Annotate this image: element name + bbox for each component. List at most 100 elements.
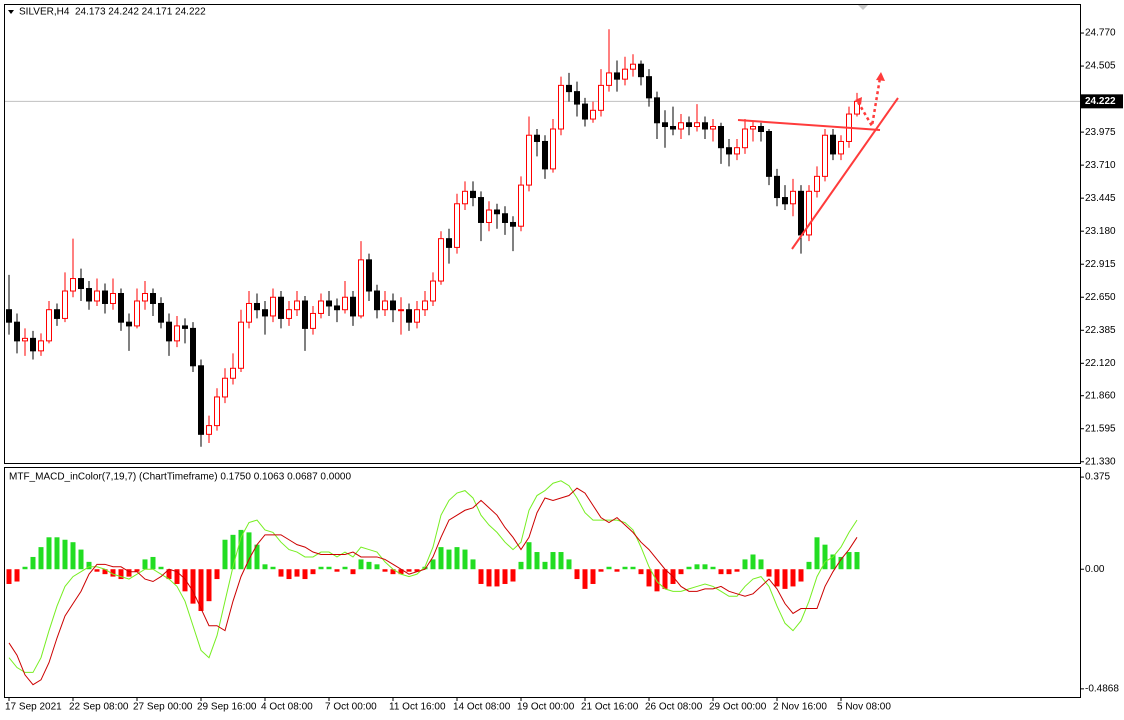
candle-body [606, 72, 612, 86]
candle-body [638, 63, 644, 78]
y-tick-label: 22.650 [1085, 292, 1116, 303]
x-tick-label: 5 Nov 08:00 [837, 702, 891, 713]
candle-body [654, 97, 660, 124]
histogram-bar [254, 544, 260, 570]
candle-body [486, 209, 492, 223]
candle-body [406, 309, 412, 323]
histogram-bar [150, 556, 156, 570]
candle-body [798, 190, 804, 236]
histogram-bar [766, 569, 772, 577]
candle-body [758, 126, 764, 132]
histogram-bar [126, 569, 132, 577]
histogram-bar [614, 569, 620, 572]
histogram-bar [526, 542, 532, 570]
menu-triangle[interactable] [8, 10, 14, 14]
candle-body [350, 296, 356, 317]
histogram-bar [518, 561, 524, 570]
x-tick-label: 19 Oct 00:00 [517, 702, 575, 713]
histogram-bar [598, 569, 604, 572]
candle-body [230, 367, 236, 379]
x-tick-label: 2 Nov 16:00 [773, 702, 827, 713]
candle-body [574, 91, 580, 105]
price-title: SILVER,H4 24.173 24.242 24.171 24.222 [19, 7, 206, 18]
candle-body [30, 337, 36, 352]
y-tick-label: 22.915 [1085, 259, 1116, 270]
candle-body [566, 84, 572, 93]
histogram-bar [334, 569, 340, 572]
histogram-bar [806, 561, 812, 570]
histogram-bar [462, 549, 468, 570]
histogram-bar [78, 549, 84, 570]
histogram-bar [702, 564, 708, 570]
candle-body [238, 321, 244, 369]
candle-body [806, 190, 812, 236]
candle-body [678, 122, 684, 130]
candle-body [118, 293, 124, 323]
histogram-bar [382, 569, 388, 572]
histogram-bar [710, 566, 716, 570]
candle-body [550, 128, 556, 170]
candle-body [198, 365, 204, 435]
candle-body [694, 122, 700, 128]
candle-body [462, 190, 468, 205]
candle-body [750, 126, 756, 130]
arrow-head [855, 97, 862, 105]
histogram-bar [558, 552, 564, 570]
histogram-bar [294, 569, 300, 577]
histogram-bar [366, 561, 372, 570]
current-price-label: 24.222 [1085, 96, 1116, 107]
macd-frame [4, 467, 1081, 698]
histogram-bar [326, 566, 332, 570]
histogram-bar [830, 554, 836, 570]
y-tick-label: 21.860 [1085, 390, 1116, 401]
candle-body [542, 140, 548, 170]
candle-body [446, 238, 452, 248]
histogram-bar [54, 537, 60, 570]
candle-body [334, 305, 340, 311]
candle-body [294, 300, 300, 311]
candle-body [790, 190, 796, 205]
candle-body [518, 184, 524, 227]
candle-body [766, 130, 772, 177]
histogram-bar [742, 559, 748, 570]
histogram-bar [446, 549, 452, 570]
histogram-bar [38, 547, 44, 570]
histogram-bar [270, 566, 276, 570]
y-tick-label: 23.710 [1085, 160, 1116, 171]
histogram-bar [502, 569, 508, 584]
candle-body [646, 76, 652, 99]
histogram-bar [110, 569, 116, 577]
candle-body [558, 84, 564, 130]
histogram-bar [390, 569, 396, 575]
histogram-bar [542, 561, 548, 570]
histogram-bar [22, 566, 28, 570]
y-tick-label: 21.330 [1085, 456, 1116, 467]
candle-body [590, 109, 596, 120]
histogram-bar [278, 569, 284, 577]
y-tick-label: 24.505 [1085, 61, 1116, 72]
y-tick-label: 0.00 [1085, 564, 1105, 575]
y-tick-label: 22.120 [1085, 358, 1116, 369]
candle-body [102, 290, 108, 304]
histogram-bar [550, 552, 556, 570]
candle-body [382, 300, 388, 311]
histogram-bar [14, 569, 20, 582]
histogram-bar [190, 569, 196, 604]
candle-body [526, 134, 532, 186]
histogram-bar [350, 569, 356, 575]
candle-body [510, 221, 516, 227]
candle-body [358, 259, 364, 317]
candle-body [326, 300, 332, 307]
histogram-bar [422, 566, 428, 570]
x-tick-label: 27 Sep 00:00 [133, 702, 193, 713]
y-tick-label: 23.975 [1085, 127, 1116, 138]
candle-body [94, 290, 100, 302]
candle-body [718, 126, 724, 149]
candle-body [246, 302, 252, 323]
candle-body [598, 84, 604, 111]
histogram-bar [166, 569, 172, 580]
histogram-bar [726, 569, 732, 575]
y-tick-label: 23.180 [1085, 226, 1116, 237]
trendlines [737, 72, 899, 250]
candle-body [494, 209, 500, 215]
